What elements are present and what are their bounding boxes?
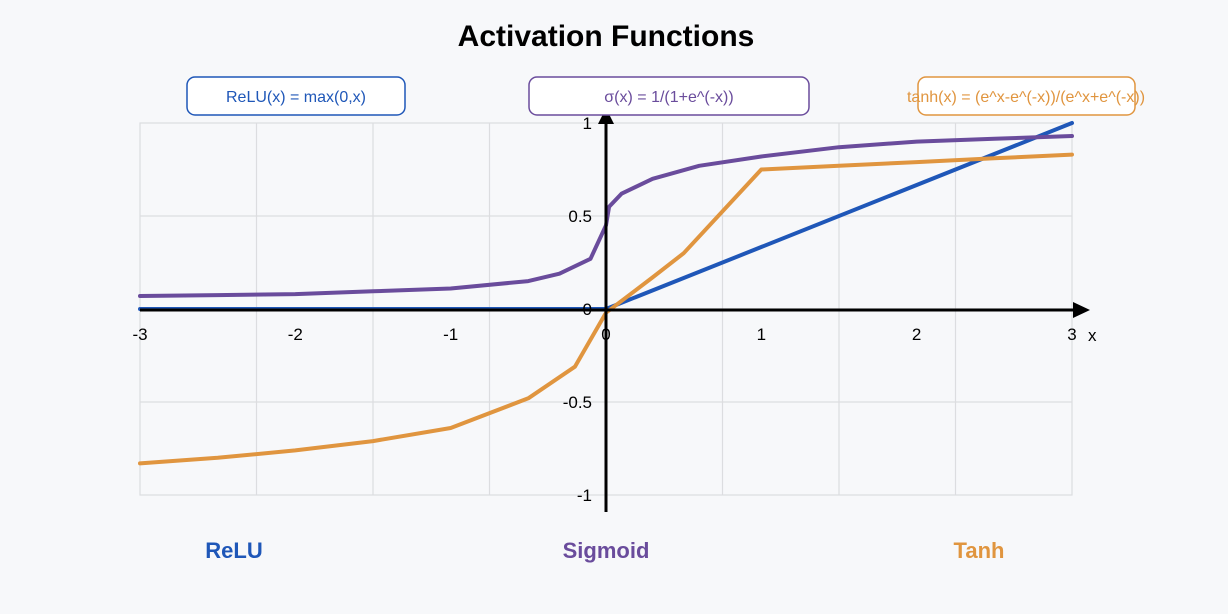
legend-tanh: Tanh <box>954 538 1005 563</box>
x-tick-label: 1 <box>757 325 766 344</box>
y-tick-label: 0 <box>583 300 592 319</box>
formula-boxes: ReLU(x) = max(0,x) σ(x) = 1/(1+e^(-x)) t… <box>186 76 1145 116</box>
y-tick-label: 1 <box>583 114 592 133</box>
x-tick-label: -2 <box>288 325 303 344</box>
legend-sigmoid: Sigmoid <box>563 538 650 563</box>
series-sigmoid-line <box>138 134 1074 298</box>
y-axis-arrow <box>598 108 614 124</box>
legend-relu: ReLU <box>205 538 262 563</box>
sigmoid-formula-box <box>528 76 810 116</box>
relu-formula: ReLU(x) = max(0,x) <box>226 89 366 106</box>
x-tick-label: 3 <box>1067 325 1076 344</box>
chart-title: Activation Functions <box>458 20 755 53</box>
x-axis-arrow <box>1073 302 1090 318</box>
axes <box>140 108 1090 512</box>
tick-labels: -3 -2 -1 0 1 2 3 1 0.5 0 -0.5 -1 <box>132 114 1076 505</box>
legend: ReLU Sigmoid Tanh <box>205 538 1004 563</box>
x-axis-label: x <box>1088 326 1097 345</box>
sigmoid-formula: σ(x) = 1/(1+e^(-x)) <box>604 89 733 106</box>
x-tick-label: 0 <box>601 325 610 344</box>
x-tick-label: 2 <box>912 325 921 344</box>
x-tick-label: -1 <box>443 325 458 344</box>
relu-formula-box <box>186 76 406 116</box>
y-tick-label: 0.5 <box>568 207 592 226</box>
tanh-formula-box <box>917 76 1136 116</box>
y-tick-label: -0.5 <box>563 393 592 412</box>
tanh-formula: tanh(x) = (e^x-e^(-x))/(e^x+e^(-x)) <box>907 89 1145 106</box>
y-tick-label: -1 <box>577 486 592 505</box>
x-tick-label: -3 <box>132 325 147 344</box>
